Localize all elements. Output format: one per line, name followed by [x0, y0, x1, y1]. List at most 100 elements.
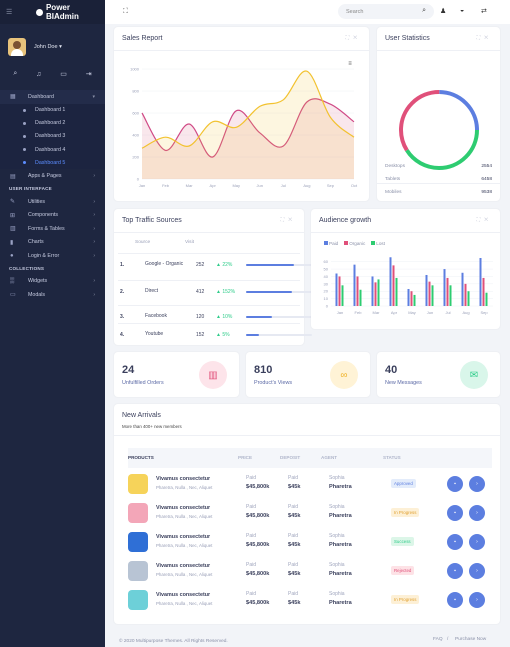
- sidebar-subitem-dashboard-2[interactable]: Dashboard 2: [0, 116, 105, 130]
- fullscreen-icon[interactable]: ⛶: [123, 8, 128, 15]
- stat-card-messages: 40 New Messages ✉: [377, 352, 500, 397]
- search-icon[interactable]: ⌕: [422, 7, 426, 14]
- y-tick-label: 50: [324, 267, 329, 272]
- product-name[interactable]: Vivamus consectetur: [156, 534, 211, 540]
- bookmark-button[interactable]: ▪: [447, 592, 463, 608]
- user-menu[interactable]: John Doe ▾: [34, 44, 62, 50]
- legend-label: Lost: [376, 241, 385, 246]
- bookmark-button[interactable]: ▪: [447, 534, 463, 550]
- sidebar-item-utilities[interactable]: ✎ Utilities ›: [0, 195, 105, 209]
- chat-icon[interactable]: ▭: [60, 71, 67, 78]
- arrow-right-button[interactable]: ›: [469, 592, 485, 608]
- purchase-link[interactable]: Purchase Now: [455, 637, 487, 642]
- arrow-right-button[interactable]: ›: [469, 505, 485, 521]
- sidebar-subitem-label: Dashboard 1: [35, 107, 66, 114]
- close-icon[interactable]: ✕: [484, 35, 492, 41]
- user-icon[interactable]: ◒: [460, 7, 465, 14]
- arrow-right-button[interactable]: ›: [469, 476, 485, 492]
- arrow-right-button[interactable]: ›: [469, 534, 485, 550]
- col-visit: Visit: [185, 240, 194, 245]
- bookmark-button[interactable]: ▪: [447, 563, 463, 579]
- deposit-value: $45k: [288, 484, 301, 490]
- menu-toggle-icon[interactable]: ☰: [6, 9, 13, 16]
- traffic-sources-card: Top Traffic Sources ⛶✕ Source Visit 1. G…: [114, 209, 312, 345]
- search-input[interactable]: Search ⌕: [338, 4, 434, 19]
- minimize-icon[interactable]: ⛶: [280, 217, 289, 223]
- sidebar-item-label: Widgets: [28, 278, 48, 285]
- row-source: Google - Organic: [145, 261, 184, 267]
- product-desc: Pharetra, Nulla , Nec, Aliquet: [156, 572, 213, 577]
- sidebar-item-components[interactable]: ⊞ Components ›: [0, 208, 105, 222]
- minimize-icon[interactable]: ⛶: [476, 35, 485, 41]
- sidebar-subitem-dashboard-1[interactable]: Dashboard 1: [0, 103, 105, 117]
- logout-icon[interactable]: ⇥: [85, 71, 92, 78]
- stat-key: Desktops: [385, 164, 405, 169]
- agent-name: Sophia: [329, 504, 345, 510]
- x-tick-label: Oct: [351, 183, 358, 188]
- close-icon[interactable]: ✕: [288, 217, 296, 223]
- card-divider: [311, 232, 500, 233]
- legend-lost: Lost: [371, 241, 385, 246]
- stat-key: Tablets: [385, 177, 401, 182]
- agent-name: Sophia: [329, 562, 345, 568]
- arrow-right-button[interactable]: ›: [469, 563, 485, 579]
- sidebar-subitem-dashboard-3[interactable]: Dashboard 3: [0, 129, 105, 144]
- y-tick-label: 40: [324, 274, 329, 279]
- settings-icon[interactable]: ⇄: [481, 8, 487, 15]
- legend-label: Paid: [329, 241, 339, 246]
- x-tick-label: Aug: [303, 183, 310, 188]
- product-thumbnail: [128, 561, 148, 581]
- product-name[interactable]: Vivamus consectetur: [156, 505, 211, 511]
- sidebar-item-forms-tables[interactable]: ▥ Forms & Tables ›: [0, 222, 105, 236]
- minimize-icon[interactable]: ⛶: [476, 217, 485, 223]
- search-icon[interactable]: ⌕: [13, 70, 18, 77]
- sidebar-item-widgets[interactable]: ▒ Widgets ›: [0, 274, 105, 288]
- bar-organic: [446, 277, 449, 306]
- sidebar-subitem-dashboard-5[interactable]: Dashboard 5: [0, 156, 105, 170]
- minimize-icon[interactable]: ⛶: [345, 35, 354, 41]
- sidebar-subitem-dashboard-4[interactable]: Dashboard 4: [0, 143, 105, 157]
- product-name[interactable]: Vivamus consectetur: [156, 476, 211, 482]
- y-tick-label: 0: [137, 177, 140, 182]
- agent-company: Pharetra: [329, 600, 352, 606]
- sidebar-item-modals[interactable]: ▭ Modals ›: [0, 288, 105, 302]
- table-row: Vivamus consectetur Pharetra, Nulla , Ne…: [128, 470, 492, 499]
- x-tick-label: Jun: [257, 183, 263, 188]
- avatar[interactable]: [8, 38, 26, 56]
- brush-icon: ✎: [10, 199, 16, 206]
- traffic-row: 1. Google - Organic 252 ▲ 22%: [118, 253, 312, 275]
- x-tick-label: Aug: [462, 310, 469, 315]
- bell-icon[interactable]: ♟: [440, 8, 447, 15]
- product-name[interactable]: Vivamus consectetur: [156, 563, 211, 569]
- bookmark-button[interactable]: ▪: [447, 476, 463, 492]
- legend-swatch: [344, 241, 349, 245]
- bell-icon[interactable]: ♫: [36, 70, 42, 78]
- legend-swatch: [371, 241, 376, 245]
- legend-label: Organic: [349, 241, 366, 246]
- card-subtitle: More than 400+ new members: [122, 424, 182, 429]
- sidebar-item-label: Utilities: [28, 198, 46, 205]
- sidebar-item-apps[interactable]: ▤ Apps & Pages ›: [0, 169, 105, 183]
- deposit-value: $45k: [288, 571, 301, 577]
- sidebar-item-charts[interactable]: ▮ Charts ›: [0, 235, 105, 249]
- col-deposit: DEPOSIT: [280, 455, 301, 460]
- col-source: Source: [135, 240, 151, 245]
- product-name[interactable]: Vivamus consectetur: [156, 592, 211, 598]
- brand-name[interactable]: Power BIAdmin: [45, 3, 79, 21]
- user-block: John Doe ▾: [0, 32, 105, 62]
- close-icon[interactable]: ✕: [484, 217, 492, 223]
- stat-key: Mobiles: [385, 190, 402, 195]
- row-source: Direct: [145, 288, 159, 294]
- close-icon[interactable]: ✕: [353, 35, 361, 41]
- sidebar-item-dashboard[interactable]: ▦ Dashboard ▾: [0, 90, 105, 104]
- card-title: Sales Report: [122, 35, 163, 42]
- legend-paid: Paid: [324, 241, 338, 246]
- price-value: $45,800k: [246, 484, 270, 490]
- bar-lost: [341, 285, 344, 306]
- table-row: Vivamus consectetur Pharetra, Nulla , Ne…: [128, 528, 492, 557]
- sidebar-item-login-error[interactable]: ● Login & Error ›: [0, 249, 105, 263]
- bar-organic: [392, 265, 395, 306]
- bookmark-button[interactable]: ▪: [447, 505, 463, 521]
- stat-label: Unfulfilled Orders: [122, 380, 164, 386]
- faq-link[interactable]: FAQ: [433, 637, 443, 642]
